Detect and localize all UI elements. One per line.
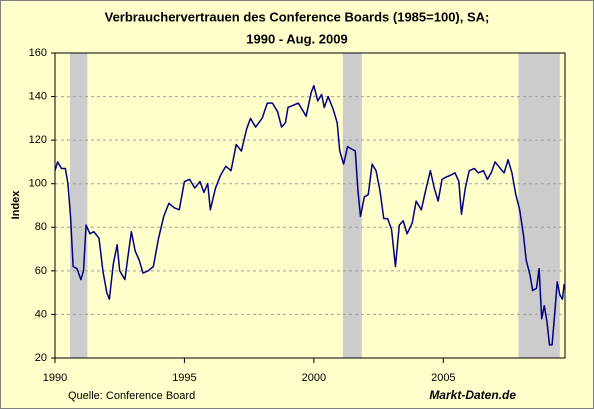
- x-tick-label: 2005: [431, 372, 455, 384]
- series-line: [54, 84, 565, 346]
- y-tick-label: 40: [35, 308, 47, 320]
- recession-band: [70, 53, 88, 358]
- y-tick-label: 60: [35, 265, 47, 277]
- y-tick-label: 140: [29, 90, 47, 102]
- y-tick-label: 100: [29, 178, 47, 190]
- x-tick-label: 1995: [172, 372, 196, 384]
- brand: Markt-Daten.de: [429, 388, 516, 402]
- y-tick-label: 160: [29, 47, 47, 59]
- y-tick-label: 80: [35, 221, 47, 233]
- x-tick-label: 1990: [43, 372, 67, 384]
- chart-subtitle: 1990 - Aug. 2009: [246, 31, 347, 46]
- y-tick-label: 20: [35, 352, 47, 364]
- plot-area: [55, 53, 565, 358]
- y-tick-label: 120: [29, 134, 47, 146]
- recession-band: [342, 53, 362, 358]
- recession-band: [518, 53, 560, 358]
- chart-title: Verbrauchervertrauen des Conference Boar…: [105, 9, 490, 24]
- y-axis-label: Index: [10, 190, 22, 220]
- plot-frame: [54, 52, 566, 359]
- source: Quelle: Conference Board: [68, 390, 195, 402]
- x-tick-label: 2000: [302, 372, 326, 384]
